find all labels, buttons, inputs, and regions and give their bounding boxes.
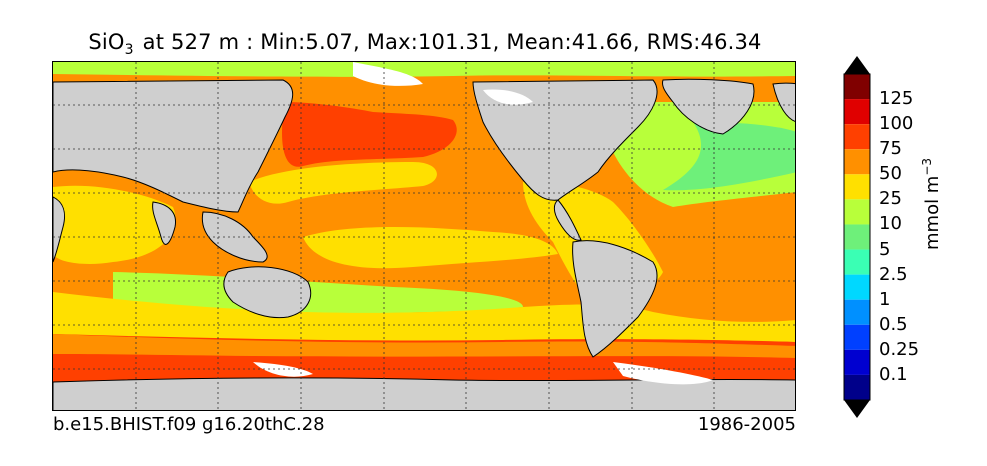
title-subscript: 3 xyxy=(124,42,134,58)
green-region-spac xyxy=(113,272,523,315)
colorbar-tick-label: 125 xyxy=(879,88,914,110)
colorbar-segment xyxy=(844,224,870,250)
units-exponent: −3 xyxy=(920,157,934,176)
yellow-region-indian xyxy=(53,185,176,264)
colorbar-segment xyxy=(844,199,870,225)
orange-band-south xyxy=(53,334,795,358)
missing-hudson xyxy=(483,89,533,105)
missing-arctic xyxy=(353,62,423,86)
land-antarctica xyxy=(53,377,795,410)
grid-lines xyxy=(53,62,795,410)
colorbar-segment xyxy=(844,149,870,175)
colorbar-tick-label: 100 xyxy=(879,113,914,135)
colorbar-tick-label: 10 xyxy=(879,213,902,235)
colorbar-tick-label: 25 xyxy=(879,188,902,210)
colorbar-tick-label: 0.5 xyxy=(879,313,908,335)
colorbar-segment xyxy=(844,249,870,275)
land-europe xyxy=(772,82,795,122)
colorbar-tick-label: 5 xyxy=(879,238,891,260)
land-central-america xyxy=(553,199,582,241)
plot-title: SiO3 at 527 m : Min:5.07, Max:101.31, Me… xyxy=(0,30,850,58)
colorbar-tick-label: 75 xyxy=(879,138,902,160)
colorbar-outline xyxy=(843,73,871,401)
colorbar xyxy=(843,56,871,418)
lightgreen-region-natl xyxy=(663,122,795,191)
colorbar-tick-label: 1 xyxy=(879,288,891,310)
colorbar-segment xyxy=(844,274,870,300)
colorbar-segment xyxy=(844,349,870,375)
colorbar-segment xyxy=(844,174,870,200)
colorbar-segment xyxy=(844,324,870,350)
land-greenland xyxy=(662,78,755,135)
missing-weddell xyxy=(613,362,713,385)
colorbar-segment xyxy=(844,99,870,125)
land-south-america xyxy=(572,240,658,358)
yellow-region-npac xyxy=(249,162,437,204)
green-region-arctic xyxy=(53,62,795,77)
case-name: b.e15.BHIST.f09 g16.20thC.28 xyxy=(53,414,325,435)
title-variable: SiO xyxy=(88,30,125,54)
map-panel xyxy=(52,61,796,411)
colorbar-segment xyxy=(844,299,870,325)
land-masses xyxy=(53,78,795,410)
land-africa xyxy=(53,196,66,263)
title-rest: at 527 m : Min:5.07, Max:101.31, Mean:41… xyxy=(135,30,762,54)
colorbar-segment-lowest xyxy=(844,374,870,400)
colorbar-tick-label: 0.25 xyxy=(879,338,920,360)
colorbar-under-triangle xyxy=(844,400,870,418)
land-india xyxy=(152,201,177,245)
colorbar-tick-label: 2.5 xyxy=(879,263,908,285)
colorbar-tick-label: 50 xyxy=(879,163,902,185)
units-text: mmol m xyxy=(922,175,943,250)
colorbar-tick-label: 0.1 xyxy=(879,363,908,385)
red-region-npac xyxy=(282,102,457,167)
colorbar-over-triangle xyxy=(844,56,870,74)
land-australia xyxy=(223,266,312,319)
ocean-field-map xyxy=(53,62,795,410)
colorbar-units: mmol m−3 xyxy=(920,158,943,250)
year-range: 1986-2005 xyxy=(697,414,796,435)
land-eurasia xyxy=(53,79,294,213)
colorbar-segment xyxy=(844,74,870,100)
colorbar-segment xyxy=(844,124,870,150)
